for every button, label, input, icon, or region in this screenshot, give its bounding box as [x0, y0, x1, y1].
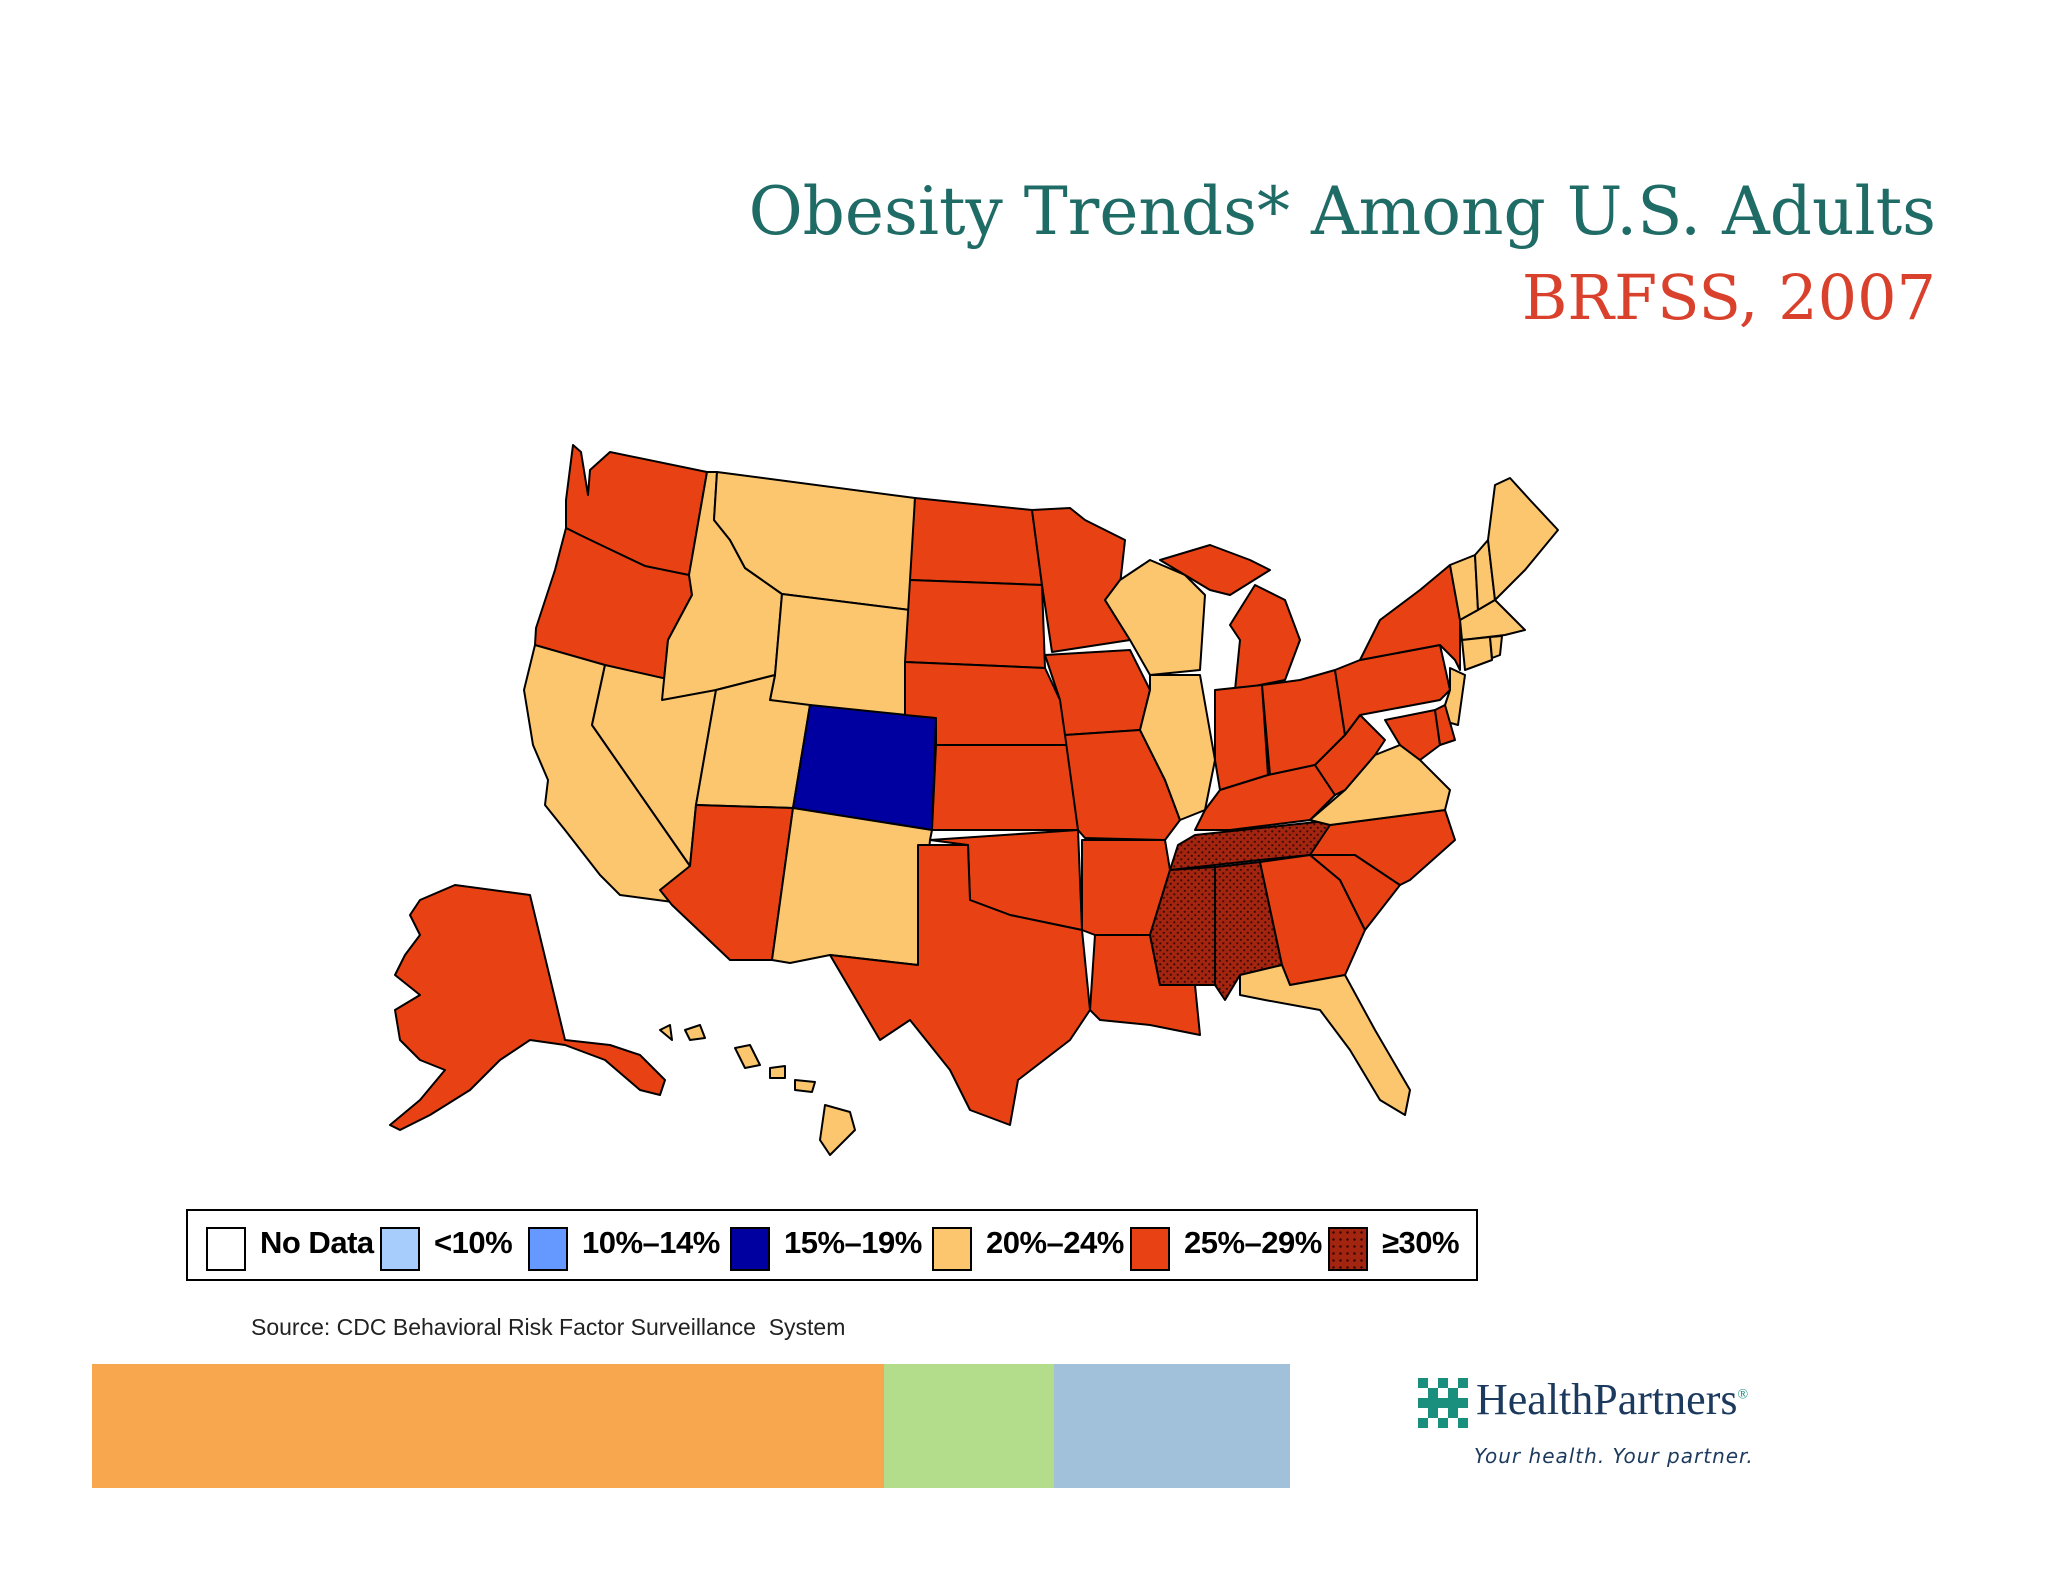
footer-bar-blue	[1054, 1364, 1290, 1488]
legend-swatch	[528, 1227, 568, 1271]
legend-swatch	[730, 1227, 770, 1271]
state-ME	[1487, 477, 1559, 601]
legend-label: 15%–19%	[784, 1225, 922, 1260]
title-block: Obesity Trends* Among U.S. Adults BRFSS,…	[749, 168, 1936, 340]
legend-swatch	[1328, 1227, 1368, 1271]
state-IL	[1139, 674, 1216, 821]
legend-label: ≥30%	[1382, 1225, 1460, 1260]
registered-mark: ®	[1737, 1387, 1749, 1403]
healthpartners-logo: HealthPartners® Your health. Your partne…	[1410, 1368, 1830, 1486]
state-SD	[904, 579, 1046, 669]
state-MN	[1031, 507, 1131, 653]
legend-swatch	[380, 1227, 420, 1271]
state-HI	[659, 1024, 856, 1156]
logo-mark-icon	[1418, 1378, 1468, 1428]
state-WI	[1104, 559, 1206, 676]
legend-swatch	[932, 1227, 972, 1271]
state-FL	[1239, 964, 1411, 1116]
state-CT	[1461, 636, 1493, 671]
logo-name: HealthPartners®	[1476, 1375, 1749, 1424]
state-KS	[931, 744, 1079, 831]
legend-label: 10%–14%	[582, 1225, 720, 1260]
legend-swatch	[206, 1227, 246, 1271]
state-IN	[1214, 684, 1269, 791]
map-legend: No Data <10% 10%–14% 15%–19% 20%–24% 25%…	[186, 1209, 1478, 1281]
state-TX	[829, 844, 1091, 1126]
state-NM	[771, 807, 933, 966]
legend-label: 20%–24%	[986, 1225, 1124, 1260]
state-MI	[1159, 544, 1301, 691]
state-AK	[389, 884, 666, 1131]
state-RI	[1489, 635, 1503, 659]
state-ND	[909, 497, 1043, 586]
state-MD	[1384, 709, 1441, 761]
page-title: Obesity Trends* Among U.S. Adults	[748, 173, 1936, 250]
state-DE	[1434, 704, 1456, 746]
page-subtitle: BRFSS, 2007	[1521, 261, 1936, 334]
legend-swatch	[1130, 1227, 1170, 1271]
source-note: Source: CDC Behavioral Risk Factor Surve…	[251, 1314, 846, 1340]
legend-label: <10%	[434, 1225, 513, 1260]
footer-bar-orange	[92, 1364, 884, 1488]
logo-tagline: Your health. Your partner.	[1474, 1444, 1754, 1468]
legend-label: 25%–29%	[1184, 1225, 1322, 1260]
footer-bar-green	[884, 1364, 1054, 1488]
legend-label: No Data	[260, 1225, 374, 1260]
